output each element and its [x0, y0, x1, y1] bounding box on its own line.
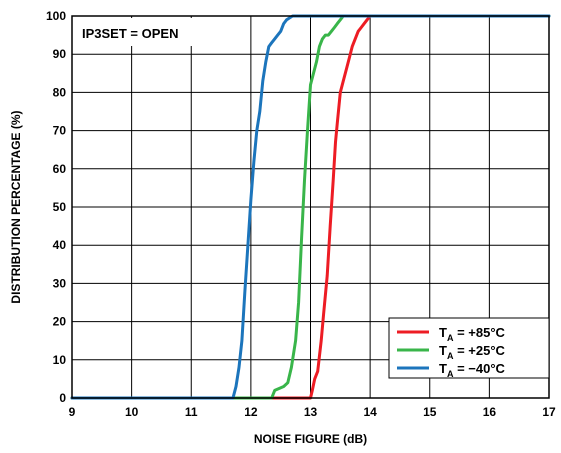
- annotation-text: IP3SET = OPEN: [82, 26, 178, 41]
- y-tick-label: 60: [53, 162, 67, 176]
- x-tick-label: 9: [69, 405, 76, 419]
- y-tick-label: 90: [53, 47, 67, 61]
- x-tick-label: 14: [363, 405, 377, 419]
- y-tick-label: 50: [53, 200, 67, 214]
- x-axis-label: NOISE FIGURE (dB): [254, 432, 367, 446]
- y-tick-labels: 0 10 20 30 40 50 60 70 80 90 100: [46, 9, 66, 405]
- y-tick-label: 40: [53, 238, 67, 252]
- legend-label-3: TA = −40°C: [439, 361, 506, 379]
- y-tick-label: 10: [53, 353, 67, 367]
- y-axis-label: DISTRIBUTION PERCENTAGE (%): [9, 110, 23, 303]
- x-tick-label: 17: [542, 405, 556, 419]
- y-tick-label: 100: [46, 9, 66, 23]
- y-tick-label: 0: [59, 391, 66, 405]
- annotation-box: IP3SET = OPEN: [74, 18, 206, 46]
- x-tick-labels: 9 10 11 12 13 14 15 16 17: [69, 405, 556, 419]
- x-tick-label: 15: [423, 405, 437, 419]
- x-tick-label: 12: [244, 405, 258, 419]
- series-line-3: [70, 14, 551, 400]
- series-line-1: [70, 14, 551, 400]
- y-tick-label: 20: [53, 315, 67, 329]
- x-tick-label: 16: [483, 405, 497, 419]
- x-tick-label: 10: [125, 405, 139, 419]
- x-tick-label: 11: [185, 405, 198, 419]
- y-tick-label: 80: [53, 85, 67, 99]
- legend: TA = +85°CTA = +25°CTA = −40°C: [388, 317, 550, 379]
- y-tick-label: 70: [53, 124, 67, 138]
- legend-label-2: TA = +25°C: [439, 343, 506, 361]
- series-line-2: [70, 14, 551, 400]
- plot-frame: [71, 15, 550, 399]
- y-tick-label: 30: [53, 276, 67, 290]
- legend-label-1: TA = +85°C: [439, 325, 506, 343]
- x-tick-label: 13: [304, 405, 318, 419]
- series-layer: [70, 14, 551, 400]
